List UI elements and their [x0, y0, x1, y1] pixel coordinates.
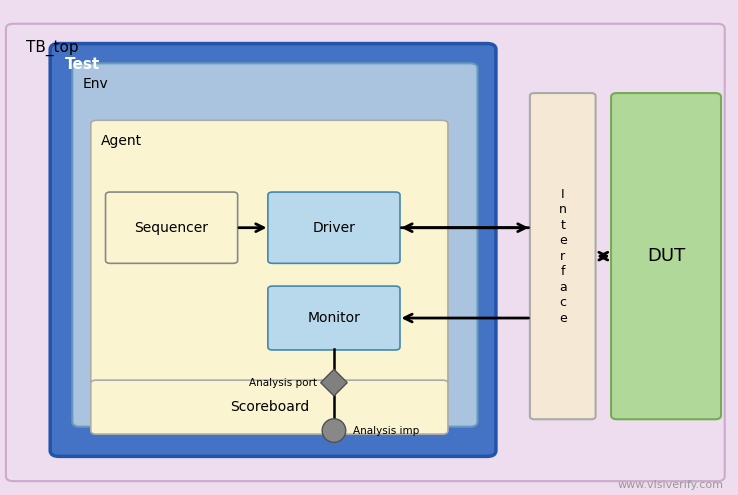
Text: Test: Test — [65, 57, 100, 72]
Text: Sequencer: Sequencer — [134, 221, 209, 235]
Text: Agent: Agent — [101, 134, 142, 148]
FancyBboxPatch shape — [72, 63, 477, 427]
Text: Scoreboard: Scoreboard — [230, 400, 309, 414]
FancyBboxPatch shape — [268, 286, 400, 350]
Text: Env: Env — [83, 77, 108, 91]
FancyBboxPatch shape — [530, 93, 596, 419]
Polygon shape — [320, 369, 348, 396]
FancyBboxPatch shape — [91, 380, 448, 434]
FancyBboxPatch shape — [50, 44, 496, 456]
FancyBboxPatch shape — [91, 120, 448, 387]
Text: Monitor: Monitor — [308, 311, 360, 325]
Text: I
n
t
e
r
f
a
c
e: I n t e r f a c e — [559, 188, 567, 325]
Text: www.vlsiverify.com: www.vlsiverify.com — [617, 480, 723, 490]
Text: TB_top: TB_top — [26, 40, 78, 56]
Ellipse shape — [322, 419, 345, 443]
Text: Driver: Driver — [312, 221, 356, 235]
Text: DUT: DUT — [647, 247, 685, 265]
Text: Analysis imp: Analysis imp — [354, 426, 419, 436]
Text: Analysis port: Analysis port — [249, 378, 317, 388]
FancyBboxPatch shape — [611, 93, 721, 419]
FancyBboxPatch shape — [106, 192, 238, 263]
FancyBboxPatch shape — [268, 192, 400, 263]
FancyBboxPatch shape — [6, 24, 725, 481]
